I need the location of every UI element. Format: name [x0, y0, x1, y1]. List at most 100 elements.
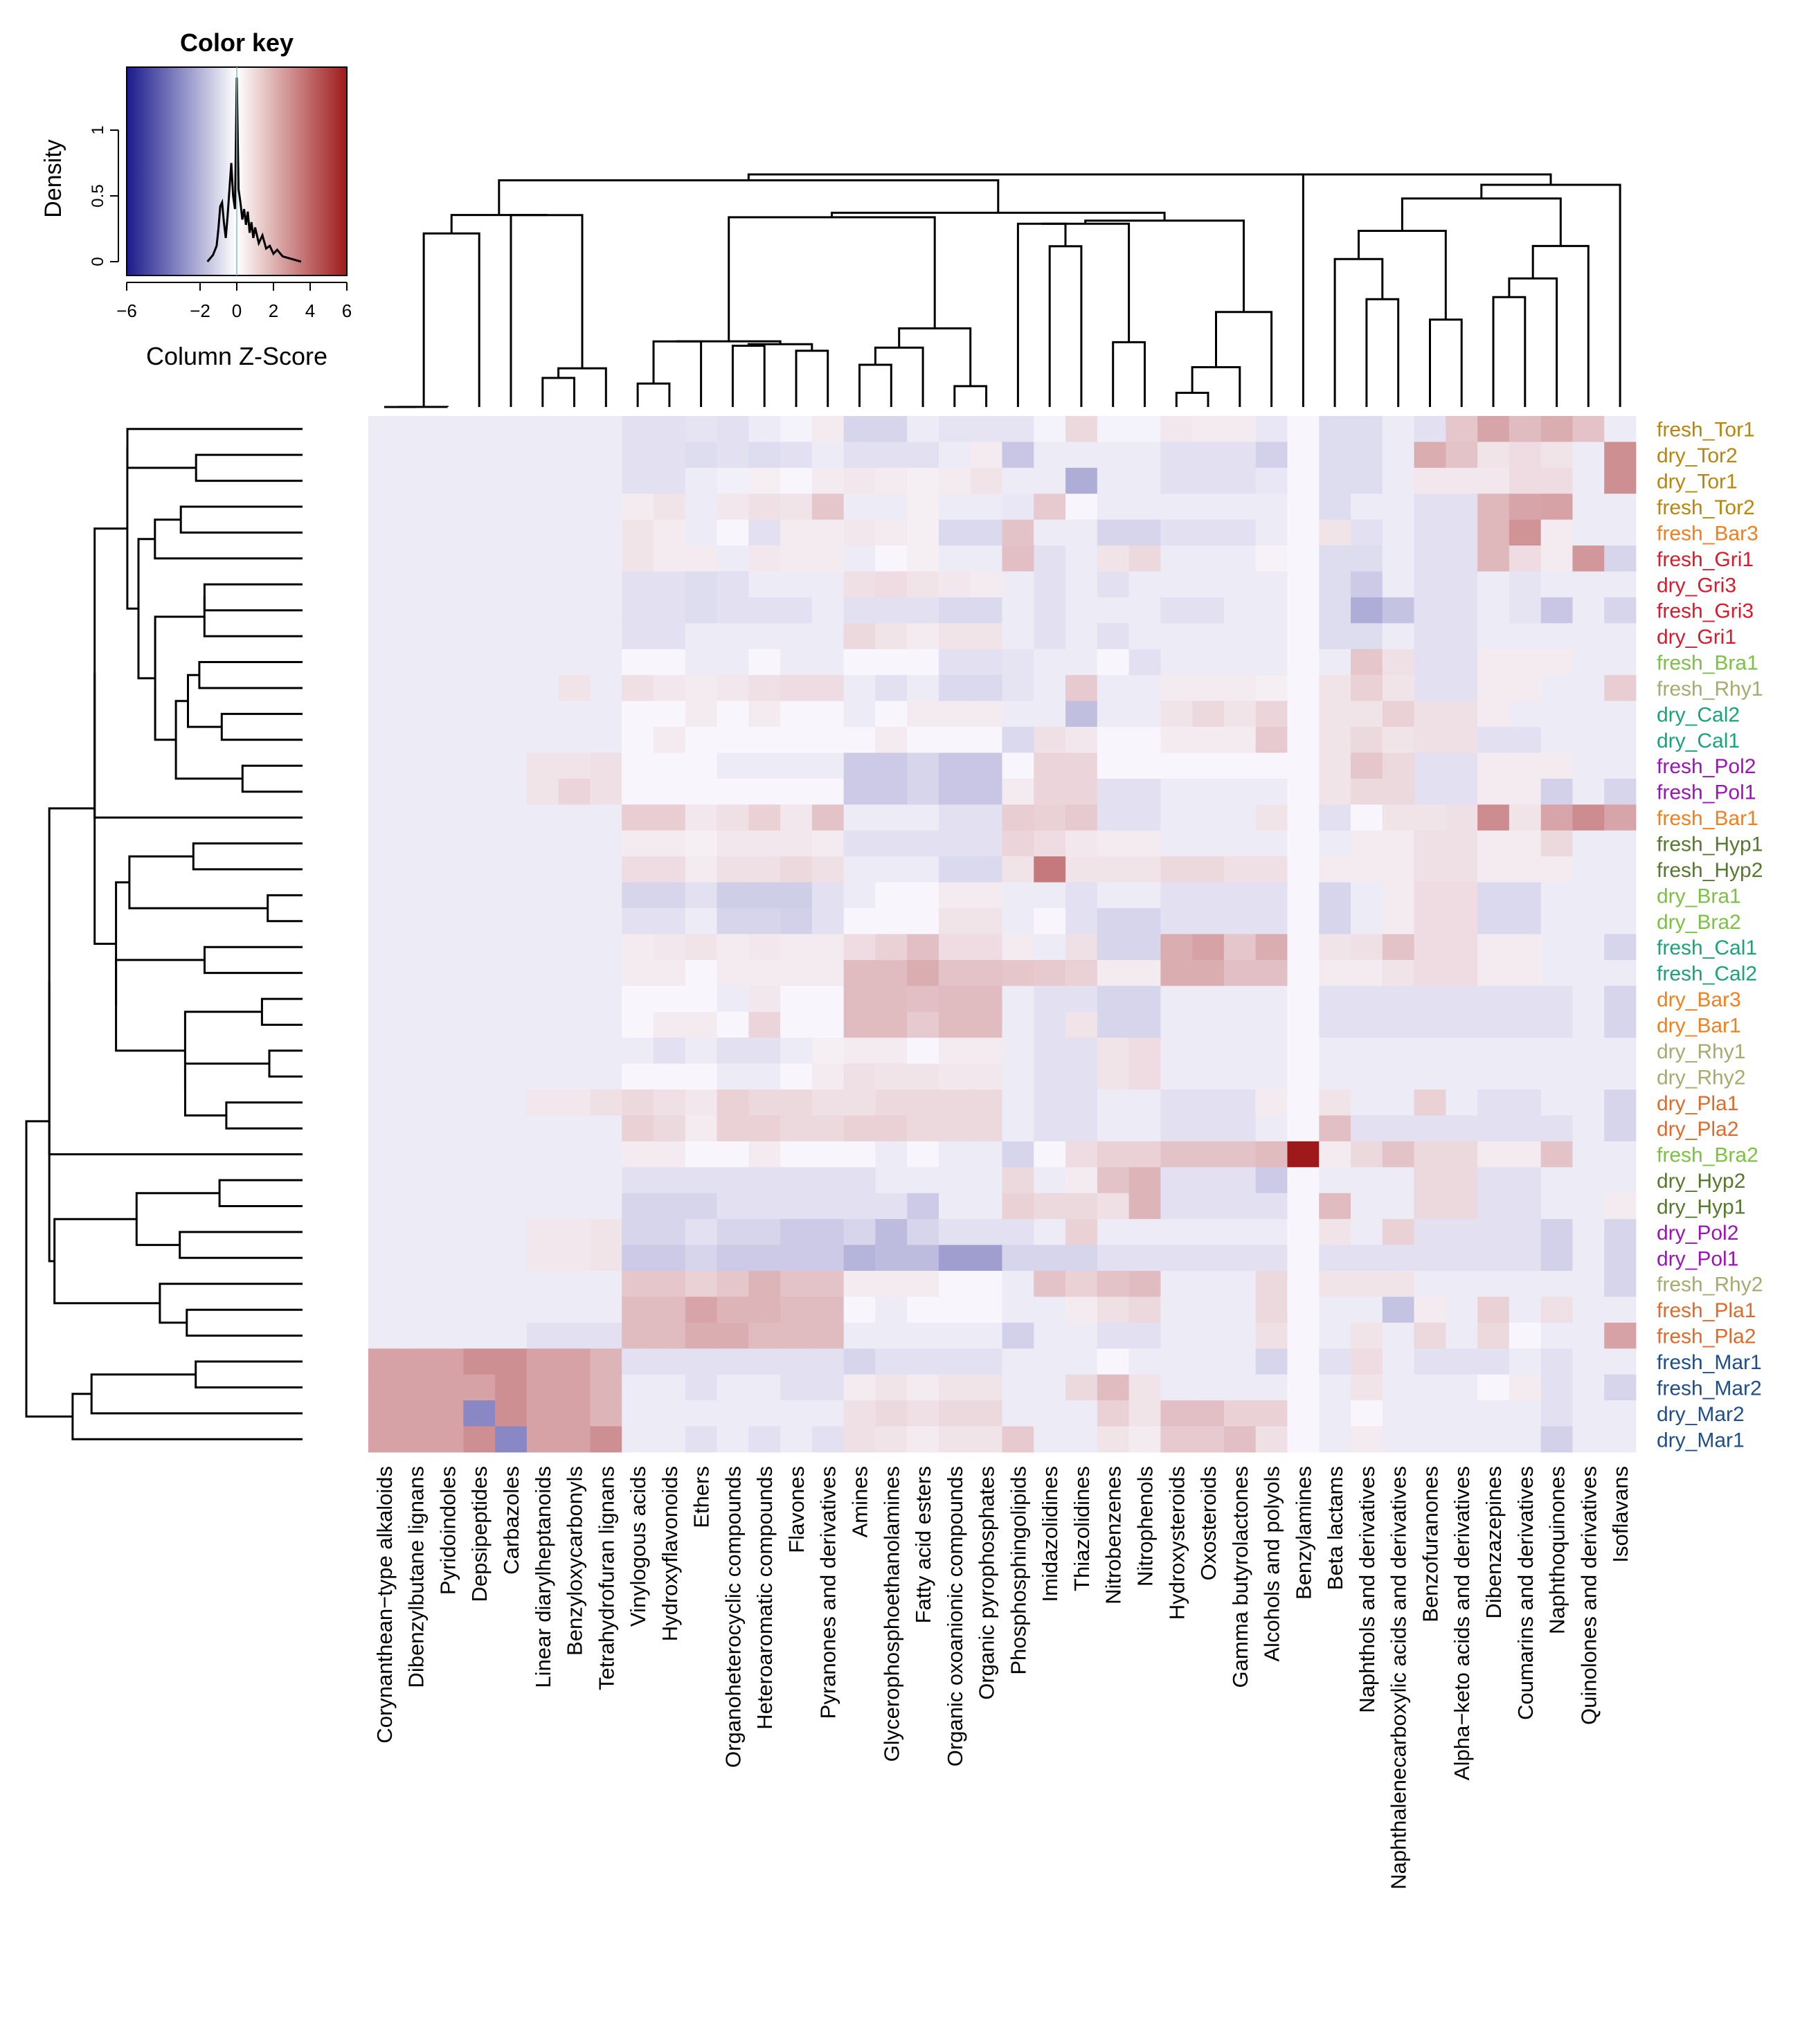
heatmap-cell — [685, 700, 717, 727]
heatmap-cell — [1319, 1063, 1351, 1090]
heatmap-cell — [1572, 934, 1605, 961]
heatmap-cell — [843, 416, 876, 442]
heatmap-cell — [1572, 804, 1605, 831]
heatmap-cell — [1065, 908, 1098, 934]
color-key-xtick-label: −6 — [116, 300, 137, 321]
heatmap-cell — [1097, 778, 1129, 805]
heatmap-cell — [1509, 1426, 1542, 1453]
heatmap-cell — [1287, 1296, 1320, 1323]
heatmap-cell — [938, 1296, 971, 1323]
heatmap-cell — [1509, 1219, 1542, 1245]
heatmap-cell — [1255, 1038, 1288, 1065]
heatmap-cell — [1446, 1245, 1478, 1272]
heatmap-cell — [938, 986, 971, 1013]
dendrogram-link — [858, 363, 892, 407]
heatmap-cell — [780, 1089, 813, 1116]
heatmap-cell — [399, 1063, 432, 1090]
heatmap-cell — [622, 623, 654, 650]
heatmap-cell — [1034, 830, 1066, 857]
heatmap-cell — [1128, 804, 1161, 831]
heatmap-cell — [1255, 597, 1288, 624]
heatmap-cell — [1287, 1115, 1320, 1142]
heatmap-cell — [1065, 882, 1098, 909]
heatmap-cell — [1414, 1063, 1446, 1090]
heatmap-cell — [875, 804, 908, 831]
heatmap-cell — [970, 1426, 1002, 1453]
heatmap-cell — [526, 649, 559, 676]
heatmap-cell — [811, 597, 845, 624]
dendrogram-link — [192, 842, 303, 871]
heatmap-cell — [1319, 1374, 1351, 1401]
heatmap-cell — [1065, 1245, 1098, 1272]
dendrogram-link — [1302, 173, 1552, 407]
heatmap-cell — [1223, 727, 1257, 753]
heatmap-cell — [1192, 416, 1225, 442]
heatmap-cell — [1319, 1245, 1351, 1272]
heatmap-cell — [907, 1400, 939, 1427]
heatmap-cell — [1065, 856, 1098, 883]
heatmap-cell — [1192, 1193, 1225, 1220]
dendrogram-link — [186, 1308, 303, 1337]
heatmap-cell — [1065, 494, 1098, 521]
heatmap-cell — [526, 1167, 559, 1194]
heatmap-cell — [463, 1296, 496, 1323]
heatmap-cell — [780, 986, 813, 1013]
heatmap-cell — [1065, 1271, 1098, 1297]
dendrogram-link — [652, 340, 703, 407]
heatmap-cell — [431, 1141, 464, 1168]
heatmap-cell — [1509, 1374, 1542, 1401]
heatmap-cell — [1509, 545, 1542, 572]
heatmap-cell — [1034, 1296, 1066, 1323]
heatmap-cell — [368, 882, 401, 909]
heatmap-cell — [1477, 467, 1510, 494]
heatmap-cell — [1540, 545, 1573, 572]
heatmap-cell — [590, 908, 622, 934]
heatmap-cell — [1065, 1038, 1098, 1065]
heatmap-cell — [748, 1296, 781, 1323]
heatmap-cell — [1192, 597, 1225, 624]
heatmap-cell — [1351, 1400, 1383, 1427]
heatmap-cell — [399, 1400, 432, 1427]
dendrogram-link — [1531, 244, 1590, 407]
heatmap-cell — [1509, 1271, 1542, 1297]
heatmap-cell — [1414, 467, 1446, 494]
heatmap-cell — [748, 1038, 781, 1065]
heatmap-cell — [590, 545, 622, 572]
heatmap-cell — [431, 571, 464, 598]
heatmap-cell — [1319, 1219, 1351, 1245]
heatmap-cell — [1097, 1063, 1129, 1090]
heatmap-cell — [907, 597, 939, 624]
dendrogram-link — [422, 232, 480, 407]
heatmap-cell — [1097, 1426, 1129, 1453]
heatmap-cell — [1351, 1063, 1383, 1090]
heatmap-cell — [558, 830, 591, 857]
heatmap-cell — [653, 1400, 686, 1427]
heatmap-cell — [1382, 959, 1414, 986]
heatmap-cell — [495, 1115, 528, 1142]
heatmap-cell — [463, 700, 496, 727]
heatmap-cell — [1446, 882, 1478, 909]
heatmap-cell — [1477, 416, 1510, 442]
heatmap-cell — [811, 934, 845, 961]
dendrogram-link — [1492, 296, 1527, 407]
column-label: Organic oxoanionic compounds — [943, 1466, 967, 1766]
dendrogram-link — [557, 367, 607, 407]
heatmap-cell — [368, 1245, 401, 1272]
heatmap-cell — [463, 752, 496, 779]
heatmap-cell — [1477, 1219, 1510, 1245]
heatmap-cell — [1065, 778, 1098, 805]
heatmap-cell — [1002, 986, 1034, 1013]
heatmap-cell — [685, 778, 717, 805]
heatmap-cell — [1446, 1038, 1478, 1065]
heatmap-cell — [1540, 1426, 1573, 1453]
heatmap-cell — [1572, 1219, 1605, 1245]
heatmap-cell — [1097, 571, 1129, 598]
heatmap-cell — [1002, 959, 1034, 986]
heatmap-cell — [1128, 519, 1161, 546]
heatmap-cell — [653, 1141, 686, 1168]
heatmap-cell — [843, 934, 876, 961]
heatmap-cell — [748, 597, 781, 624]
heatmap-cell — [622, 1115, 654, 1142]
heatmap-cell — [1477, 675, 1510, 702]
heatmap-cell — [1509, 519, 1542, 546]
